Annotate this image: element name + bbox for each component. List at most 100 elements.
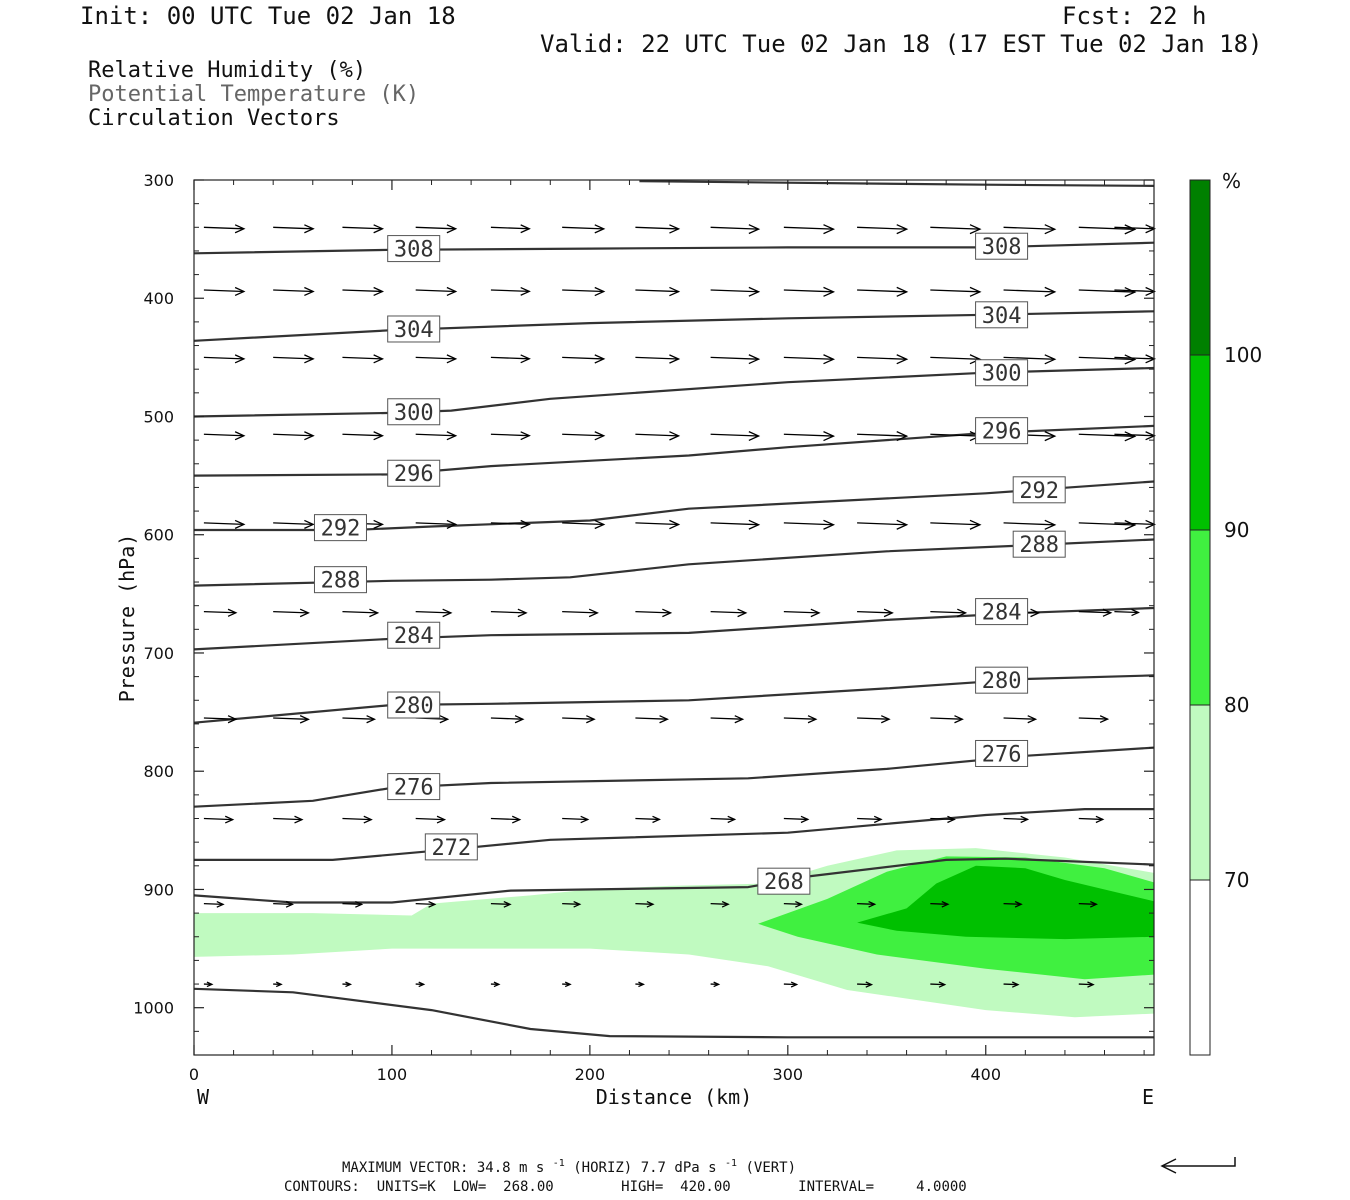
vector-head: [1087, 981, 1095, 988]
circulation-vector: [273, 608, 310, 618]
vector-shaft: [635, 610, 671, 614]
vector-head: [373, 354, 385, 364]
contour-label-text: 280: [394, 694, 434, 719]
contour-label-304: 304: [975, 301, 1029, 329]
contour-label-text: 276: [982, 742, 1022, 767]
vector-head: [294, 815, 304, 824]
vector-shaft: [273, 902, 293, 906]
vector-shaft: [490, 610, 527, 614]
vector-head: [234, 431, 246, 441]
x-tick-label: 100: [377, 1065, 408, 1084]
vector-head: [428, 900, 437, 908]
vector-head: [1020, 815, 1030, 824]
contour-label-292: 292: [1012, 476, 1066, 504]
contour-label-280: 280: [975, 666, 1029, 694]
circulation-vector: [273, 431, 315, 441]
circulation-vector: [710, 519, 761, 530]
vector-shaft: [1114, 289, 1155, 293]
circulation-vector: [783, 519, 836, 530]
circulation-vector: [1078, 715, 1110, 724]
vector-shaft: [273, 356, 314, 360]
vector-head: [1044, 519, 1057, 530]
contour-label-288: 288: [1012, 530, 1066, 558]
y-tick-label: 400: [143, 289, 174, 308]
vector-shaft: [490, 226, 530, 230]
vector-shaft: [930, 356, 980, 360]
colorbar-tick-label: 90: [1224, 518, 1249, 542]
vector-head: [938, 981, 947, 988]
circulation-vector: [930, 224, 982, 235]
vector-head: [748, 431, 761, 442]
theta-contour-288: [194, 538, 1154, 587]
contour-label-box: [387, 773, 441, 801]
circulation-vector: [857, 519, 909, 530]
vector-shaft: [1078, 902, 1097, 905]
circulation-vector: [562, 715, 596, 724]
contour-label-text: 280: [982, 669, 1022, 694]
circulation-vector: [635, 354, 681, 364]
vector-shaft: [930, 610, 966, 614]
circulation-vector: [783, 286, 836, 297]
vector-shaft: [562, 226, 604, 230]
colorbar-tick-label: 70: [1224, 868, 1249, 892]
vector-head: [514, 715, 525, 724]
circulation-vector: [273, 354, 315, 364]
vector-shaft: [562, 717, 595, 720]
circulation-vector: [710, 981, 721, 988]
contour-label-box: [975, 301, 1029, 329]
vector-head: [873, 815, 883, 824]
vector-shaft: [415, 289, 456, 293]
vector-head: [520, 286, 531, 296]
contour-label-268: 268: [757, 867, 811, 895]
circulation-vector: [710, 900, 730, 908]
circulation-vector: [930, 815, 956, 824]
circulation-vector: [857, 981, 874, 988]
circulation-vector: [273, 815, 304, 824]
vector-shaft: [930, 289, 980, 293]
vector-head: [669, 431, 681, 441]
vector-head: [1027, 715, 1038, 724]
vector-head: [224, 815, 235, 824]
vector-head: [275, 981, 283, 988]
vector-head: [442, 608, 453, 618]
y-tick-label: 300: [143, 171, 174, 190]
circulation-vector: [342, 224, 385, 234]
colorbar-tick-label: 80: [1224, 693, 1249, 717]
vector-head: [646, 900, 655, 908]
vector-head: [369, 608, 380, 618]
vector-head: [1044, 431, 1057, 442]
vector-head: [795, 900, 804, 908]
vector-shaft: [710, 356, 759, 360]
vector-head: [748, 286, 761, 297]
vector-shaft: [930, 226, 980, 230]
vector-shaft: [203, 356, 244, 360]
contour-label-284: 284: [975, 598, 1029, 626]
vector-head: [969, 354, 982, 365]
vector-head: [969, 286, 982, 297]
vector-shaft: [415, 356, 456, 360]
contour-label-text: 308: [982, 235, 1022, 260]
y-tick-label: 700: [143, 644, 174, 663]
vector-head: [1099, 715, 1110, 724]
vector-shaft: [1003, 983, 1018, 986]
circulation-vector: [635, 900, 655, 908]
vector-head: [586, 715, 596, 724]
circulation-vector: [710, 815, 737, 824]
vector-head: [896, 224, 909, 235]
circulation-vector: [203, 715, 238, 724]
vector-shaft: [710, 717, 743, 720]
vector-shaft: [710, 433, 759, 437]
vector-head: [304, 286, 315, 297]
circulation-vector: [783, 608, 821, 618]
vector-shaft: [342, 817, 372, 821]
contour-label-box: [387, 235, 441, 263]
x-tick-label: 300: [773, 1065, 804, 1084]
vector-head: [304, 354, 315, 364]
vector-head: [896, 519, 909, 530]
vector-head: [299, 608, 310, 618]
vector-head: [1124, 286, 1137, 298]
circulation-vector: [273, 224, 315, 234]
vector-shaft: [415, 817, 445, 821]
horiz-value: 34.8 m s: [477, 1160, 544, 1176]
circulation-vector: [490, 608, 528, 618]
